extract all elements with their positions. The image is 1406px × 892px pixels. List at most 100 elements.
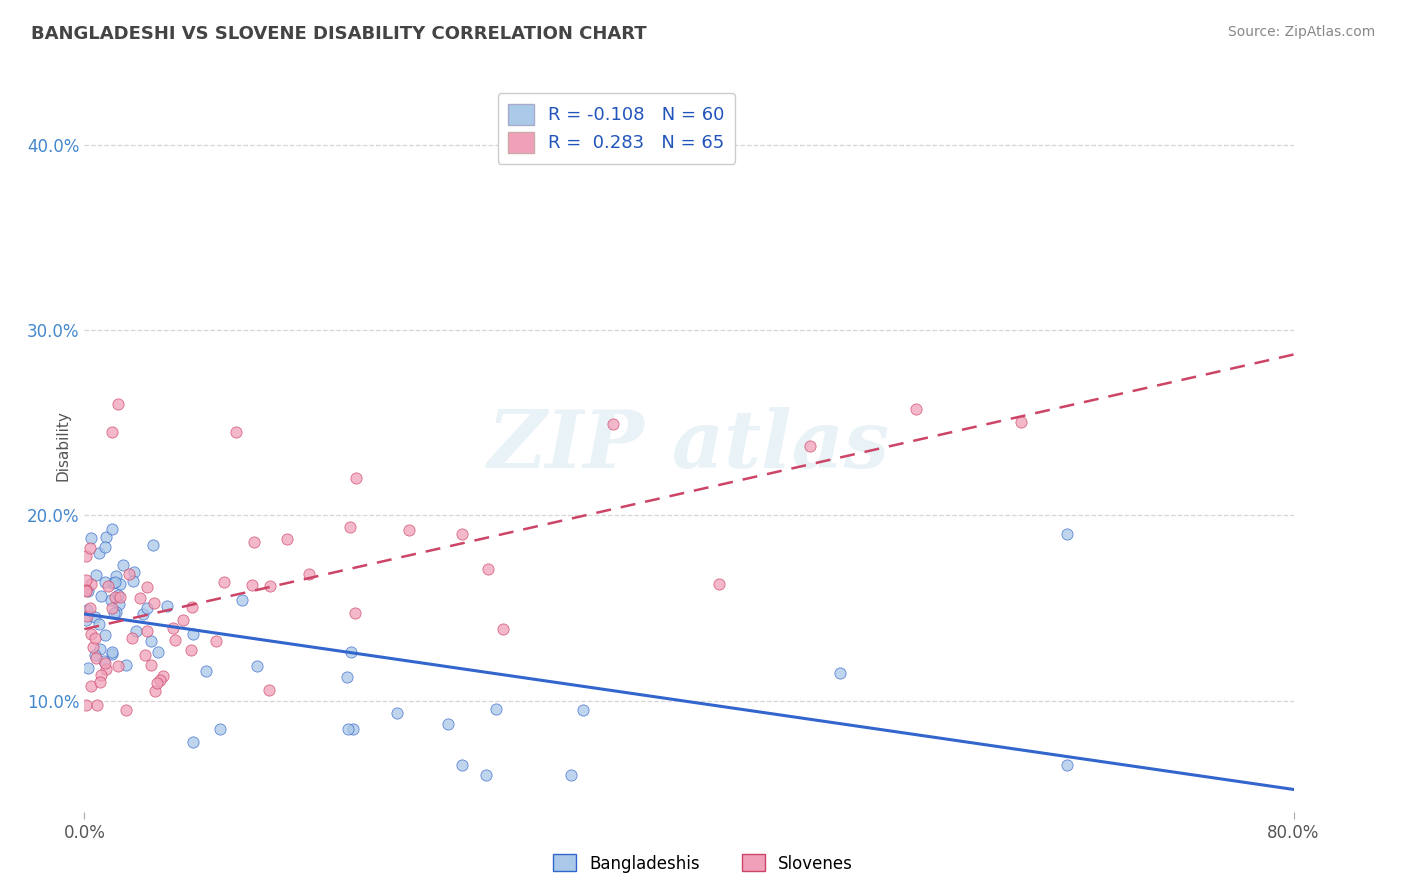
- Point: [259, 683, 281, 698]
- Point: [143, 596, 166, 610]
- Point: [194, 664, 217, 678]
- Point: [141, 657, 163, 672]
- Point: [344, 607, 367, 621]
- Point: [110, 577, 132, 591]
- Point: [103, 590, 125, 604]
- Text: ZIP atlas: ZIP atlas: [488, 408, 890, 484]
- Point: [121, 632, 143, 646]
- Point: [104, 606, 127, 620]
- Point: [90, 668, 112, 682]
- Point: [143, 684, 166, 698]
- Point: [80, 576, 103, 591]
- Point: [108, 597, 131, 611]
- Point: [162, 621, 184, 635]
- Point: [84, 648, 107, 662]
- Legend: Bangladeshis, Slovenes: Bangladeshis, Slovenes: [546, 847, 860, 880]
- Point: [100, 593, 122, 607]
- Point: [180, 643, 202, 657]
- Point: [118, 567, 141, 582]
- Point: [492, 623, 515, 637]
- Y-axis label: Disability: Disability: [55, 410, 70, 482]
- Point: [115, 658, 138, 673]
- Point: [205, 634, 228, 648]
- Point: [572, 703, 595, 717]
- Point: [209, 722, 232, 736]
- Point: [94, 575, 117, 590]
- Point: [799, 439, 821, 453]
- Point: [75, 573, 97, 587]
- Point: [342, 722, 364, 736]
- Point: [94, 628, 117, 642]
- Point: [75, 613, 97, 627]
- Point: [107, 397, 129, 411]
- Point: [485, 702, 508, 716]
- Point: [100, 425, 122, 439]
- Point: [75, 549, 97, 563]
- Point: [80, 679, 103, 693]
- Point: [1056, 758, 1078, 772]
- Point: [75, 583, 97, 598]
- Point: [225, 425, 247, 439]
- Point: [103, 606, 125, 620]
- Point: [104, 568, 127, 582]
- Point: [131, 607, 153, 621]
- Point: [136, 600, 159, 615]
- Point: [336, 670, 359, 684]
- Text: Source: ZipAtlas.com: Source: ZipAtlas.com: [1227, 25, 1375, 39]
- Point: [830, 665, 852, 680]
- Point: [89, 642, 111, 657]
- Point: [86, 650, 108, 665]
- Point: [100, 522, 122, 536]
- Point: [146, 676, 169, 690]
- Point: [156, 599, 179, 613]
- Point: [93, 654, 115, 668]
- Point: [259, 579, 281, 593]
- Point: [148, 646, 170, 660]
- Point: [181, 599, 204, 614]
- Point: [87, 617, 110, 632]
- Point: [90, 589, 112, 603]
- Point: [276, 532, 298, 546]
- Point: [89, 675, 111, 690]
- Point: [152, 669, 174, 683]
- Point: [398, 524, 420, 538]
- Point: [709, 577, 731, 591]
- Point: [76, 660, 98, 674]
- Point: [75, 698, 97, 712]
- Point: [451, 758, 474, 772]
- Point: [337, 722, 360, 736]
- Point: [231, 593, 253, 607]
- Point: [242, 535, 264, 549]
- Point: [246, 658, 269, 673]
- Point: [76, 603, 98, 617]
- Point: [139, 634, 162, 648]
- Point: [96, 579, 118, 593]
- Point: [904, 402, 927, 417]
- Point: [163, 632, 186, 647]
- Point: [104, 575, 127, 590]
- Point: [82, 640, 104, 654]
- Legend: R = -0.108   N = 60, R =  0.283   N = 65: R = -0.108 N = 60, R = 0.283 N = 65: [498, 93, 735, 163]
- Point: [475, 767, 498, 781]
- Point: [101, 575, 124, 590]
- Point: [135, 580, 157, 594]
- Point: [83, 610, 105, 624]
- Point: [79, 541, 101, 556]
- Point: [96, 662, 118, 676]
- Point: [114, 703, 136, 717]
- Point: [84, 567, 107, 582]
- Point: [142, 538, 165, 552]
- Point: [385, 706, 408, 721]
- Point: [149, 673, 172, 688]
- Point: [212, 575, 235, 590]
- Point: [134, 648, 156, 663]
- Point: [108, 590, 131, 604]
- Point: [339, 520, 361, 534]
- Point: [124, 565, 146, 579]
- Point: [107, 659, 129, 673]
- Point: [94, 657, 117, 671]
- Point: [451, 527, 474, 541]
- Point: [1011, 415, 1033, 429]
- Point: [77, 584, 100, 599]
- Point: [100, 647, 122, 661]
